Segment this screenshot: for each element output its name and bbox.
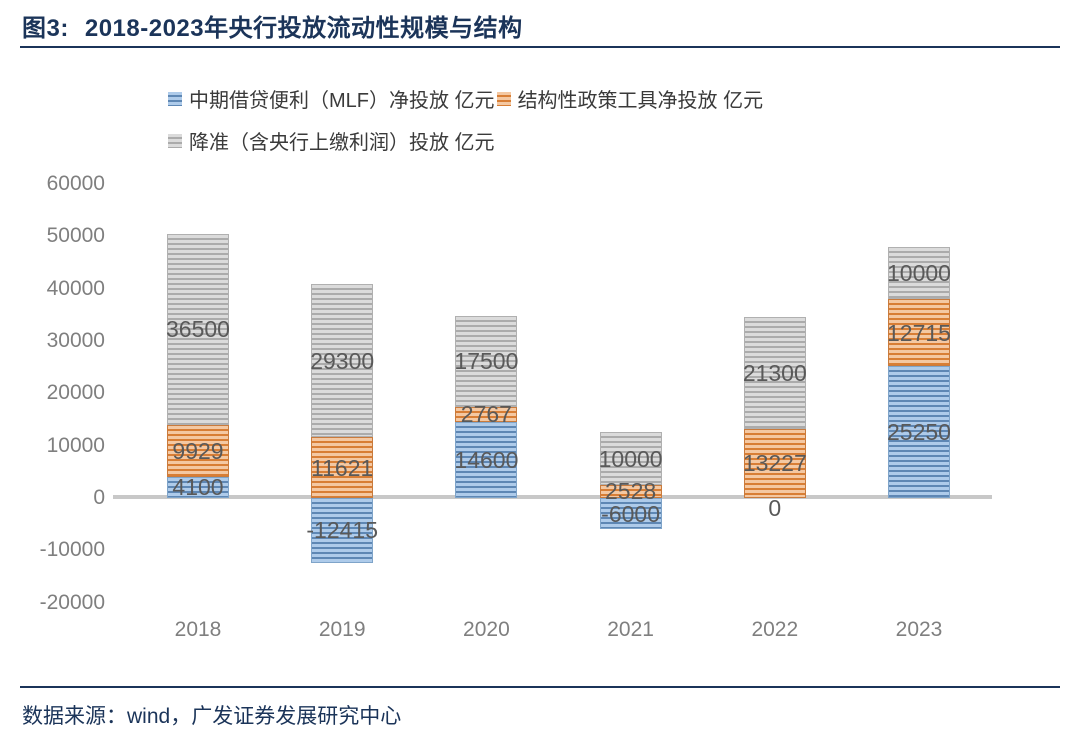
y-tick-label: 10000 (46, 433, 105, 457)
legend-swatch-blue-icon (168, 91, 182, 106)
legend-swatch-orange-icon (496, 91, 511, 106)
bar-segment-2021-blue (599, 498, 662, 530)
source-rule (20, 686, 1060, 688)
data-label-2021-blue: -6000 (601, 500, 660, 527)
bar-segment-2023-blue (888, 365, 950, 498)
data-label-2018-gray: 36500 (166, 316, 230, 343)
bar-segment-2018-gray (167, 233, 229, 425)
title-rule (20, 46, 1060, 48)
data-label-2020-gray: 17500 (454, 348, 519, 375)
data-label-2020-blue: 14600 (454, 446, 519, 473)
data-label-2019-orange: 11621 (311, 454, 374, 481)
data-label-2020-orange: 2767 (460, 401, 512, 428)
y-tick-label: 60000 (46, 172, 105, 196)
figure-title: 图3: 2018-2023年央行投放流动性规模与结构 (22, 8, 523, 43)
x-tick-label-2018: 2018 (174, 618, 222, 641)
y-tick-label: 40000 (46, 276, 105, 300)
data-label-2018-blue: 4100 (172, 474, 224, 501)
data-label-2021-orange: 2528 (605, 478, 657, 505)
legend-item-orange: 结构性政策工具净投放 亿元 (496, 84, 764, 113)
bar-segment-2022-orange (743, 428, 806, 498)
legend-label: 降准（含央行上缴利润）投放 亿元 (189, 132, 495, 154)
bar-segment-2020-blue (455, 421, 518, 498)
data-label-2019-blue: -12415 (306, 517, 378, 544)
bar-segment-2021-gray (599, 432, 662, 485)
data-label-2022-blue: 0 (768, 495, 782, 521)
legend-swatch-gray-icon (168, 133, 182, 148)
bar-segment-2018-blue (167, 476, 229, 498)
bar-segment-2020-gray (455, 315, 518, 408)
data-label-2023-blue: 25250 (887, 418, 951, 445)
y-tick-label: 0 (93, 486, 105, 509)
bar-segment-2019-orange (311, 437, 374, 498)
y-tick-label: 50000 (46, 224, 105, 248)
bar-segment-2023-orange (888, 299, 950, 366)
legend-row-0: 中期借贷便利（MLF）净投放 亿元 结构性政策工具净投放 亿元 (168, 84, 968, 113)
bar-segment-2021-orange (599, 484, 662, 498)
bar-segment-2020-orange (455, 407, 518, 422)
data-label-2022-orange: 13227 (742, 450, 807, 477)
x-tick-label-2023: 2023 (895, 618, 943, 641)
data-label-2019-gray: 29300 (310, 347, 375, 374)
figure-title-text: 2018-2023年央行投放流动性规模与结构 (84, 15, 523, 42)
data-source-text: 数据来源：wind，广发证券发展研究中心 (22, 705, 402, 728)
bar-segment-2018-orange (167, 424, 229, 477)
data-label-2023-orange: 12715 (887, 319, 951, 346)
zero-baseline (113, 495, 992, 499)
legend-label: 中期借贷便利（MLF）净投放 亿元 (189, 90, 495, 112)
legend-item-blue: 中期借贷便利（MLF）净投放 亿元 (168, 84, 495, 113)
y-tick-label: 30000 (46, 329, 105, 352)
bar-segment-2023-gray (888, 246, 950, 300)
legend-item-gray: 降准（含央行上缴利润）投放 亿元 (168, 126, 495, 155)
data-label-2018-orange: 9929 (172, 437, 224, 464)
data-label-2022-gray: 21300 (742, 360, 807, 387)
legend-row-1: 降准（含央行上缴利润）投放 亿元 (168, 126, 968, 155)
y-tick-label: -20000 (39, 590, 105, 614)
y-tick-label: 20000 (46, 381, 105, 405)
chart-legend: 中期借贷便利（MLF）净投放 亿元 结构性政策工具净投放 亿元 降准（含央行上缴利润… (168, 84, 968, 168)
x-tick-label-2021: 2021 (607, 618, 654, 641)
bar-segment-2019-gray (311, 283, 374, 438)
x-tick-label-2019: 2019 (318, 618, 366, 641)
x-tick-label-2020: 2020 (463, 618, 510, 641)
figure-number-label: 图3: (22, 15, 69, 42)
y-tick-label: -10000 (39, 538, 105, 562)
data-label-2023-gray: 10000 (887, 260, 951, 287)
bar-segment-2022-gray (743, 317, 806, 429)
legend-label: 结构性政策工具净投放 亿元 (517, 90, 764, 112)
data-label-2021-gray: 10000 (598, 445, 663, 472)
x-tick-label-2022: 2022 (751, 618, 799, 641)
bar-segment-2019-blue (311, 498, 374, 563)
